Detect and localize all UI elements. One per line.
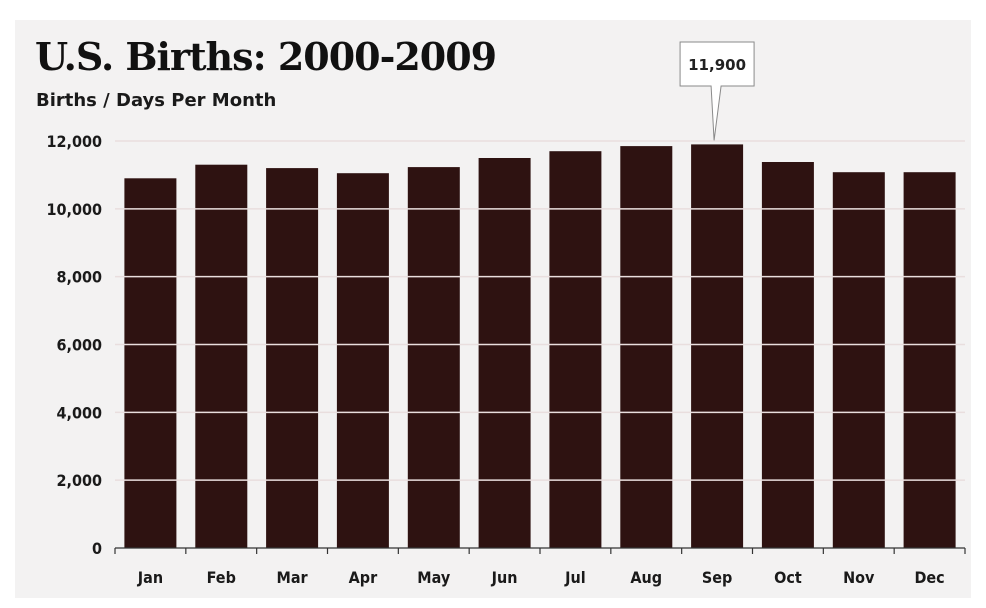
- bar-aug: [620, 146, 673, 548]
- chart-title: U.S. Births: 2000-2009: [35, 34, 497, 79]
- bar-nov: [832, 172, 885, 548]
- bar-apr: [336, 173, 389, 548]
- x-tick-label-oct: Oct: [774, 568, 802, 587]
- x-tick-labels: Jan Feb Mar Apr May Jun Jul Aug Sep Oct Nov Dec: [137, 568, 945, 587]
- x-tick-label-feb: Feb: [207, 568, 236, 587]
- x-tick-label-sep: Sep: [702, 568, 732, 587]
- x-tick-label-nov: Nov: [843, 568, 875, 587]
- chart-panel: U.S. Births: 2000-2009 Births / Days Per…: [15, 20, 971, 598]
- value-callout: 11,900: [679, 41, 755, 141]
- x-tick-label-aug: Aug: [630, 568, 662, 587]
- x-tick-label-jul: Jul: [564, 568, 586, 587]
- bar-sep: [691, 144, 744, 548]
- y-tick-labels: 0 2,000 4,000 6,000 8,000 10,000 12,000: [46, 132, 102, 558]
- bar-oct: [761, 162, 814, 548]
- y-tick-label: 4,000: [56, 403, 102, 422]
- callout-box: [679, 41, 755, 141]
- y-tick-label: 0: [92, 539, 102, 558]
- bar-jun: [478, 158, 531, 548]
- x-tick-label-apr: Apr: [349, 568, 378, 587]
- y-tick-label: 10,000: [46, 200, 102, 219]
- x-tick-label-may: May: [417, 568, 451, 587]
- x-tick-label-mar: Mar: [277, 568, 309, 587]
- y-tick-label: 2,000: [56, 471, 102, 490]
- y-tick-label: 12,000: [46, 132, 102, 151]
- x-axis: [114, 547, 966, 554]
- bars-group: [124, 144, 956, 549]
- bar-mar: [266, 168, 319, 548]
- y-tick-label: 6,000: [56, 336, 102, 355]
- bar-jul: [549, 151, 602, 548]
- x-tick-label-dec: Dec: [914, 568, 944, 587]
- x-tick-label-jan: Jan: [137, 568, 163, 587]
- bar-dec: [903, 172, 956, 548]
- gridlines-group: [115, 140, 965, 481]
- bar-jan: [124, 178, 177, 549]
- bar-chart: 0 2,000 4,000 6,000 8,000 10,000 12,000 Jan Feb…: [46, 41, 966, 587]
- bar-feb: [195, 164, 248, 548]
- bar-may: [407, 167, 460, 548]
- x-tick-label-jun: Jun: [491, 568, 518, 587]
- chart-subtitle: Births / Days Per Month: [36, 90, 277, 111]
- y-tick-label: 8,000: [56, 268, 102, 287]
- callout-label: 11,900: [688, 56, 746, 74]
